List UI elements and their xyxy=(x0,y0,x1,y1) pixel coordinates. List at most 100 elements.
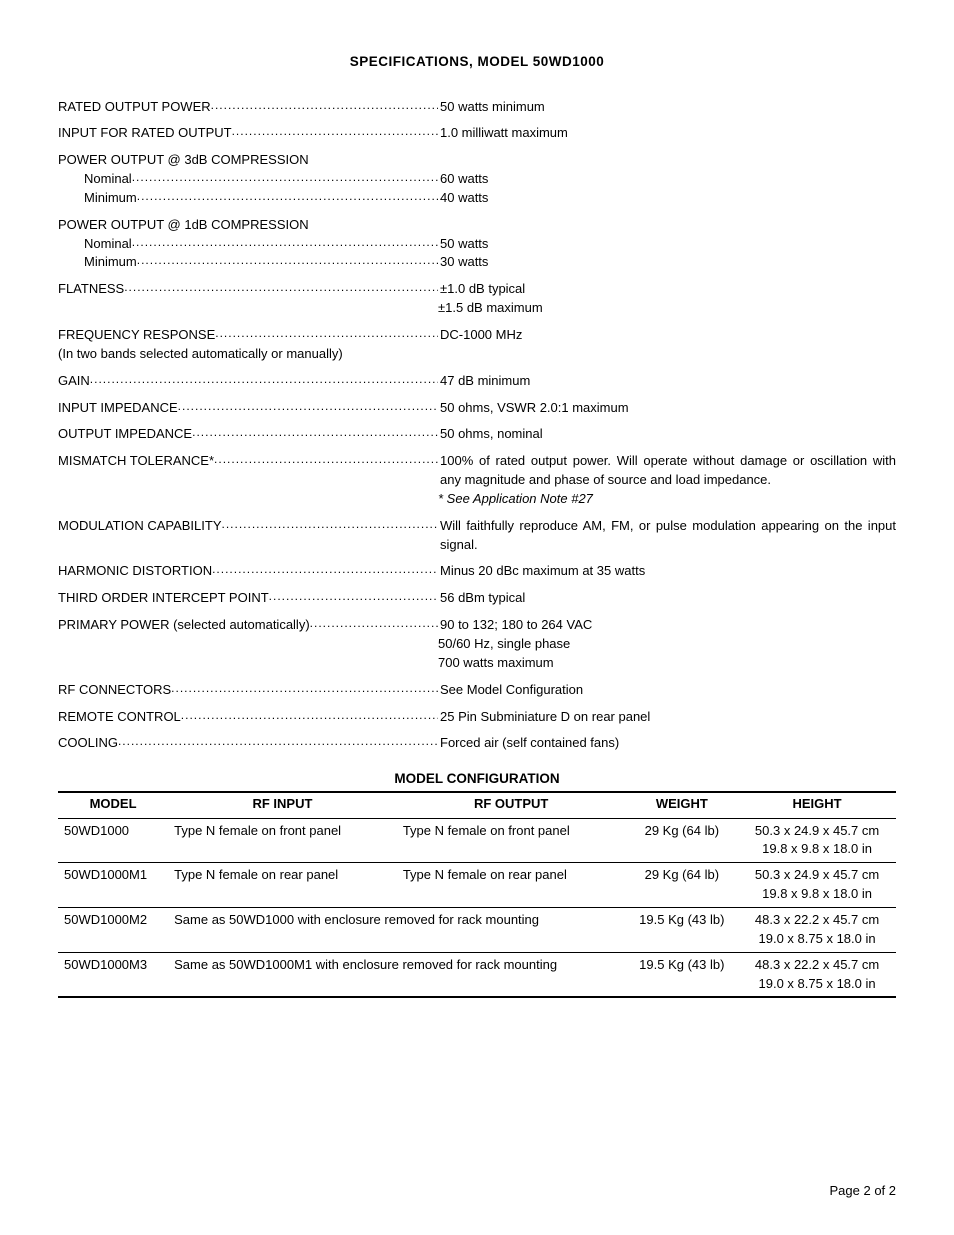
leader-dots: ........................................… xyxy=(137,252,438,271)
spec-label: THIRD ORDER INTERCEPT POINT xyxy=(58,589,269,608)
spec-label: FREQUENCY RESPONSE xyxy=(58,326,215,345)
spec-label: GAIN xyxy=(58,372,90,391)
spec-label: MISMATCH TOLERANCE* xyxy=(58,452,214,471)
spec-label: FLATNESS xyxy=(58,280,124,299)
spec-sublabel: Nominal xyxy=(58,235,132,254)
leader-dots: ..................................... xyxy=(310,615,438,634)
spec-primary-power: PRIMARY POWER (selected automatically)..… xyxy=(58,616,896,673)
spec-value: 60 watts xyxy=(438,170,896,189)
spec-value: 50 watts minimum xyxy=(438,98,896,117)
cell-span-desc: Same as 50WD1000M1 with enclosure remove… xyxy=(168,952,625,997)
spec-sublabel: Nominal xyxy=(58,170,132,189)
spec-label: PRIMARY POWER (selected automatically) xyxy=(58,616,310,635)
spec-note: (In two bands selected automatically or … xyxy=(58,345,896,364)
spec-header: POWER OUTPUT @ 3dB COMPRESSION xyxy=(58,151,309,170)
cell-span-desc: Same as 50WD1000 with enclosure removed … xyxy=(168,907,625,952)
table-row: 50WD1000M3 Same as 50WD1000M1 with enclo… xyxy=(58,952,896,997)
leader-dots: ........................................… xyxy=(269,588,438,607)
spec-mismatch: MISMATCH TOLERANCE*.....................… xyxy=(58,452,896,509)
col-rf-output: RF OUTPUT xyxy=(397,792,626,818)
leader-dots: ........................................… xyxy=(132,169,438,188)
spec-po-3db: POWER OUTPUT @ 3dB COMPRESSION Nominal..… xyxy=(58,151,896,208)
cell-model: 50WD1000 xyxy=(58,818,168,863)
leader-dots: ........................................… xyxy=(124,279,438,298)
cell-weight: 19.5 Kg (43 lb) xyxy=(626,907,739,952)
spec-flatness: FLATNESS................................… xyxy=(58,280,896,318)
cell-rf-input: Type N female on front panel xyxy=(168,818,397,863)
leader-dots: ........................................… xyxy=(222,516,439,535)
spec-modulation: MODULATION CAPABILITY...................… xyxy=(58,517,896,555)
spec-value: ±1.0 dB typical xyxy=(438,280,896,299)
cell-height: 50.3 x 24.9 x 45.7 cm19.8 x 9.8 x 18.0 i… xyxy=(738,818,896,863)
spec-label: MODULATION CAPABILITY xyxy=(58,517,222,536)
spec-label: INPUT IMPEDANCE xyxy=(58,399,178,418)
cell-model: 50WD1000M1 xyxy=(58,863,168,908)
spec-value: 40 watts xyxy=(438,189,896,208)
leader-dots: ........................................… xyxy=(118,733,438,752)
cell-weight: 29 Kg (64 lb) xyxy=(626,818,739,863)
spec-label: OUTPUT IMPEDANCE xyxy=(58,425,192,444)
spec-value: 50 watts xyxy=(438,235,896,254)
spec-input-impedance: INPUT IMPEDANCE.........................… xyxy=(58,399,896,418)
leader-dots: ........................................… xyxy=(137,188,438,207)
spec-label: REMOTE CONTROL xyxy=(58,708,181,727)
cell-model: 50WD1000M2 xyxy=(58,907,168,952)
cell-model: 50WD1000M3 xyxy=(58,952,168,997)
page-footer: Page 2 of 2 xyxy=(830,1182,897,1201)
cell-height: 50.3 x 24.9 x 45.7 cm19.8 x 9.8 x 18.0 i… xyxy=(738,863,896,908)
spec-label: COOLING xyxy=(58,734,118,753)
spec-label: HARMONIC DISTORTION xyxy=(58,562,212,581)
cell-rf-input: Type N female on rear panel xyxy=(168,863,397,908)
spec-remote: REMOTE CONTROL..........................… xyxy=(58,708,896,727)
spec-label: RF CONNECTORS xyxy=(58,681,171,700)
leader-dots: ........................................… xyxy=(178,398,438,417)
spec-po-1db: POWER OUTPUT @ 1dB COMPRESSION Nominal..… xyxy=(58,216,896,273)
leader-dots: ........................................… xyxy=(215,325,438,344)
spec-value: 100% of rated output power. Will operate… xyxy=(438,452,896,490)
leader-dots: ........................................… xyxy=(211,97,438,116)
spec-input-for-rated-output: INPUT FOR RATED OUTPUT..................… xyxy=(58,124,896,143)
spec-output-impedance: OUTPUT IMPEDANCE........................… xyxy=(58,425,896,444)
spec-value: 90 to 132; 180 to 264 VAC xyxy=(438,616,896,635)
spec-value-cont: 50/60 Hz, single phase xyxy=(438,635,896,654)
cell-rf-output: Type N female on front panel xyxy=(397,818,626,863)
spec-value: 50 ohms, nominal xyxy=(438,425,896,444)
spec-label: RATED OUTPUT POWER xyxy=(58,98,211,117)
leader-dots: ........................................… xyxy=(132,234,438,253)
spec-sublabel: Minimum xyxy=(58,189,137,208)
spec-value: DC-1000 MHz xyxy=(438,326,896,345)
col-height: HEIGHT xyxy=(738,792,896,818)
spec-gain: GAIN....................................… xyxy=(58,372,896,391)
spec-header: POWER OUTPUT @ 1dB COMPRESSION xyxy=(58,216,309,235)
cell-height: 48.3 x 22.2 x 45.7 cm19.0 x 8.75 x 18.0 … xyxy=(738,952,896,997)
leader-dots: ........................................… xyxy=(171,680,438,699)
spec-value-cont: ±1.5 dB maximum xyxy=(438,299,896,318)
table-row: 50WD1000 Type N female on front panel Ty… xyxy=(58,818,896,863)
page-title: SPECIFICATIONS, MODEL 50WD1000 xyxy=(58,52,896,72)
cell-rf-output: Type N female on rear panel xyxy=(397,863,626,908)
leader-dots: ........................................… xyxy=(90,371,438,390)
spec-value: Will faithfully reproduce AM, FM, or pul… xyxy=(438,517,896,555)
spec-rated-output-power: RATED OUTPUT POWER......................… xyxy=(58,98,896,117)
table-row: 50WD1000M1 Type N female on rear panel T… xyxy=(58,863,896,908)
leader-dots: ........................................… xyxy=(214,451,438,470)
spec-sublabel: Minimum xyxy=(58,253,137,272)
leader-dots: ........................................… xyxy=(192,424,438,443)
spec-value: 1.0 milliwatt maximum xyxy=(438,124,896,143)
leader-dots: ........................................… xyxy=(212,561,438,580)
spec-value: 47 dB minimum xyxy=(438,372,896,391)
spec-rf-connectors: RF CONNECTORS...........................… xyxy=(58,681,896,700)
spec-freq-response: FREQUENCY RESPONSE......................… xyxy=(58,326,896,364)
leader-dots: ........................................… xyxy=(232,123,438,142)
spec-value: 50 ohms, VSWR 2.0:1 maximum xyxy=(438,399,896,418)
cell-weight: 29 Kg (64 lb) xyxy=(626,863,739,908)
spec-cooling: COOLING.................................… xyxy=(58,734,896,753)
cell-height: 48.3 x 22.2 x 45.7 cm19.0 x 8.75 x 18.0 … xyxy=(738,907,896,952)
spec-value: See Model Configuration xyxy=(438,681,896,700)
col-model: MODEL xyxy=(58,792,168,818)
spec-value: 25 Pin Subminiature D on rear panel xyxy=(438,708,896,727)
model-config-table: MODEL RF INPUT RF OUTPUT WEIGHT HEIGHT 5… xyxy=(58,791,896,999)
table-row: 50WD1000M2 Same as 50WD1000 with enclosu… xyxy=(58,907,896,952)
cell-weight: 19.5 Kg (43 lb) xyxy=(626,952,739,997)
col-rf-input: RF INPUT xyxy=(168,792,397,818)
